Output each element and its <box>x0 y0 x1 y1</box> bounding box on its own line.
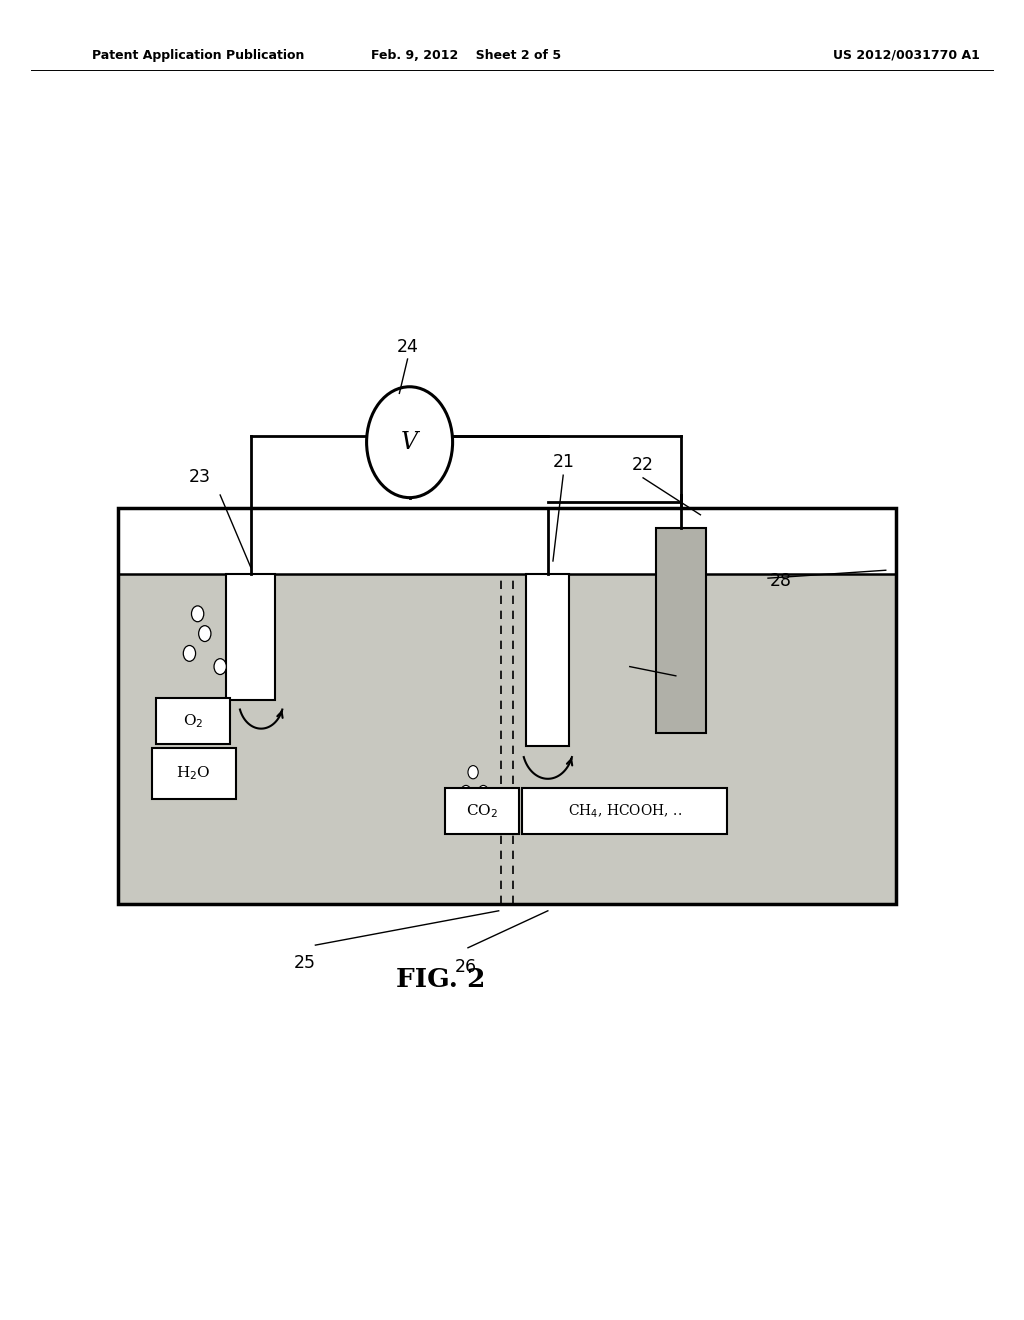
Text: O$_2$: O$_2$ <box>183 713 203 730</box>
Circle shape <box>367 387 453 498</box>
Bar <box>226 574 275 700</box>
Bar <box>152 748 236 799</box>
Bar <box>656 528 706 733</box>
Text: Patent Application Publication: Patent Application Publication <box>92 49 304 62</box>
Bar <box>445 788 519 834</box>
Text: Feb. 9, 2012    Sheet 2 of 5: Feb. 9, 2012 Sheet 2 of 5 <box>371 49 561 62</box>
Text: V: V <box>401 430 418 454</box>
Text: H$_2$O: H$_2$O <box>176 764 211 783</box>
Text: 27: 27 <box>681 671 702 689</box>
Circle shape <box>199 626 211 642</box>
Text: US 2012/0031770 A1: US 2012/0031770 A1 <box>833 49 980 62</box>
Text: 25: 25 <box>294 954 316 973</box>
Text: 28: 28 <box>770 572 792 590</box>
Text: 22: 22 <box>632 455 654 474</box>
Circle shape <box>461 785 471 799</box>
Text: CH$_4$, HCOOH, ..: CH$_4$, HCOOH, .. <box>567 803 682 820</box>
Bar <box>156 698 230 744</box>
Circle shape <box>183 645 196 661</box>
Text: CO$_2$: CO$_2$ <box>466 803 499 820</box>
Bar <box>118 508 896 574</box>
Bar <box>526 574 569 746</box>
Text: 26: 26 <box>455 958 477 977</box>
Text: 23: 23 <box>188 467 211 486</box>
Circle shape <box>214 659 226 675</box>
Text: FIG. 2: FIG. 2 <box>395 968 485 991</box>
Circle shape <box>468 766 478 779</box>
Bar <box>118 508 896 904</box>
Bar <box>522 788 727 834</box>
Circle shape <box>191 606 204 622</box>
Text: 21: 21 <box>553 453 575 471</box>
Text: 24: 24 <box>396 338 419 356</box>
Bar <box>118 574 896 904</box>
Circle shape <box>478 785 488 799</box>
